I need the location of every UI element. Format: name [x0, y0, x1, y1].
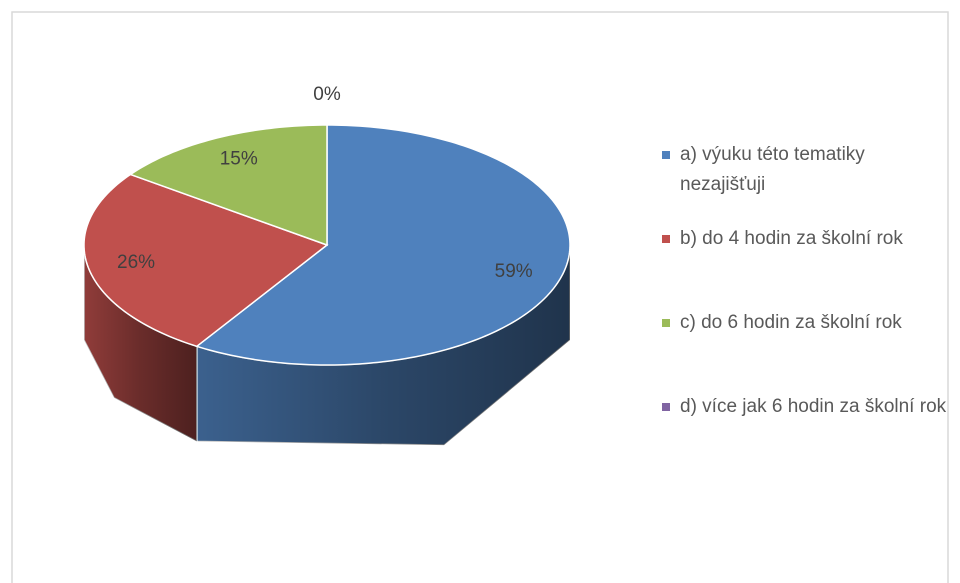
pie: 59% 26% 15% 0%: [83, 84, 571, 446]
legend-item: b) do 4 hodin za školní rok: [662, 224, 952, 308]
legend-swatch: [662, 151, 670, 159]
legend-item: c) do 6 hodin za školní rok: [662, 308, 952, 392]
legend-item: d) více jak 6 hodin za školní rok: [662, 392, 952, 476]
slice: [128, 124, 328, 247]
data-label: 26%: [117, 252, 155, 273]
legend-swatch: [662, 235, 670, 243]
legend-swatch: [662, 319, 670, 327]
legend-label: c) do 6 hodin za školní rok: [680, 312, 902, 333]
data-label: 59%: [495, 261, 533, 282]
chart-frame: [11, 11, 949, 583]
legend-label: b) do 4 hodin za školní rok: [680, 228, 903, 249]
legend: a) výuku této tematiky nezajišťuji b) do …: [662, 140, 952, 476]
legend-swatch: [662, 403, 670, 411]
data-label: 15%: [220, 148, 258, 169]
legend-label: a) výuku této tematiky nezajišťuji: [680, 144, 865, 195]
legend-item: a) výuku této tematiky nezajišťuji: [662, 140, 952, 224]
legend-label: d) více jak 6 hodin za školní rok: [680, 396, 947, 417]
slice: [195, 124, 571, 366]
data-label: 0%: [313, 84, 341, 105]
slice: [83, 173, 329, 348]
slice-side-shade: [84, 245, 197, 442]
slice-side-shade: [196, 245, 571, 446]
